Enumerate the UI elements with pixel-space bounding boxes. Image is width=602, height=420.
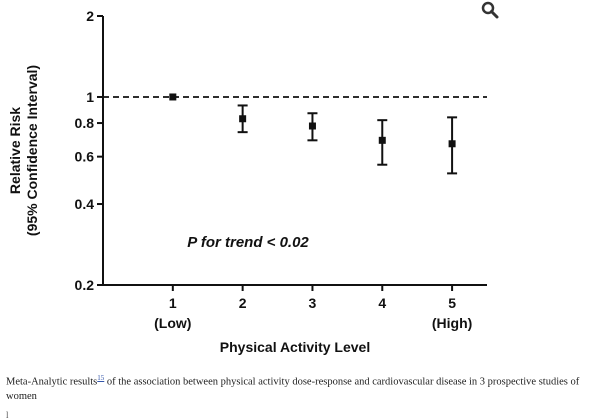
y-tick-label: 0.8 xyxy=(75,115,95,131)
data-point xyxy=(308,122,316,130)
x-tick-label: 4 xyxy=(378,295,386,311)
y-tick-label: 0.4 xyxy=(75,196,95,212)
y-tick-label: 0.2 xyxy=(75,277,95,293)
magnifier-icon xyxy=(481,1,499,19)
labels: 2 1 0.8 0.6 0.4 0.2 1 (Low) 2 3 4 5 (High) P for tren… xyxy=(7,8,472,355)
y-axis-title-line: (95% Confidence Interval) xyxy=(24,65,40,236)
caption-suffix: of the association between physical acti… xyxy=(6,376,580,402)
x-tick-label: 1 xyxy=(169,295,177,311)
chart: 2 1 0.8 0.6 0.4 0.2 1 (Low) 2 3 4 5 (High) P for tren… xyxy=(7,8,487,355)
caption-prefix: Meta-Analytic results xyxy=(6,376,98,388)
data-point xyxy=(378,136,386,144)
zoom-button[interactable] xyxy=(480,0,502,20)
data-point xyxy=(239,115,247,123)
y-tick-label: 2 xyxy=(86,8,94,24)
x-axis-title: Physical Activity Level xyxy=(220,339,370,355)
caption-reference[interactable]: 15 xyxy=(97,374,105,382)
data-point xyxy=(448,140,456,148)
data-point xyxy=(169,93,177,101)
x-tick-label: 5 xyxy=(448,295,456,311)
x-tick-sublabel: (Low) xyxy=(154,315,191,331)
x-tick-label: 2 xyxy=(239,295,247,311)
figure-caption: Meta-Analytic results15 of the associati… xyxy=(6,371,596,404)
y-tick-label: 1 xyxy=(86,89,94,105)
p-trend-annotation: P for trend < 0.02 xyxy=(187,234,309,251)
data-marks xyxy=(103,93,487,175)
x-tick-sublabel: (High) xyxy=(432,315,472,331)
x-tick-label: 3 xyxy=(309,295,317,311)
y-tick-label: 0.6 xyxy=(75,149,95,165)
axes xyxy=(97,15,487,291)
y-axis-title-line: Relative Risk xyxy=(7,107,23,194)
footer-fragment: l xyxy=(6,410,9,420)
